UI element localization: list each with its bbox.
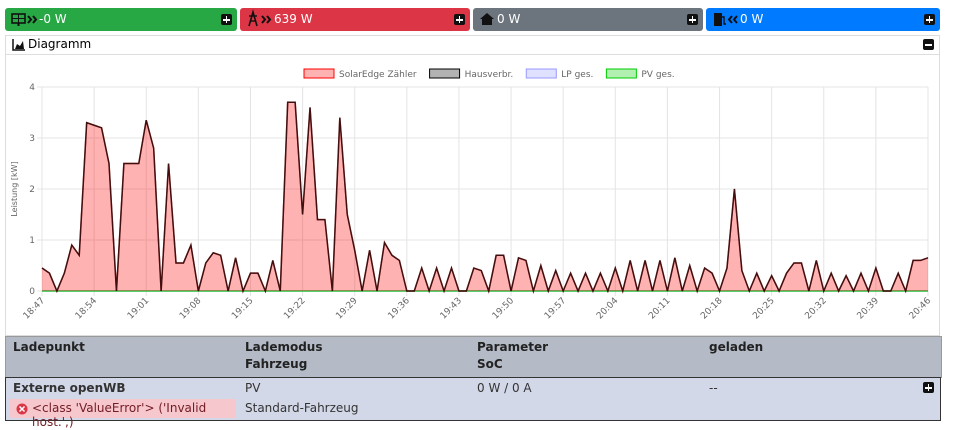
x-tick-label: 19:29: [334, 296, 360, 322]
grid-card[interactable]: -0 W: [5, 8, 237, 31]
error-text: <class 'ValueError'> ('Invalid host.',): [32, 401, 207, 429]
x-tick-label: 20:39: [856, 296, 882, 322]
expand-button[interactable]: [454, 14, 465, 25]
legend-label: LP ges.: [561, 70, 593, 80]
diagram-title: Diagramm: [28, 37, 92, 51]
card-value: -0 W: [39, 12, 67, 26]
row-expand[interactable]: [923, 382, 934, 393]
chart: 0 1 2 3 4 18:47 18:54 19:01 19:08 19:15 19:22 19:29…: [10, 68, 934, 322]
column-header: Fahrzeug: [245, 357, 308, 371]
series-area: [42, 102, 928, 291]
y-tick-label: 4: [29, 83, 35, 93]
x-tick-label: 19:50: [491, 296, 517, 322]
card-value: 0 W: [740, 12, 764, 26]
home-icon: [480, 13, 494, 25]
expand-button[interactable]: [221, 14, 232, 25]
charged: --: [709, 381, 718, 395]
chart-icon: [12, 39, 25, 51]
legend-swatch: [303, 68, 335, 79]
x-tick-label: 20:25: [751, 296, 776, 321]
table-header: [5, 336, 942, 378]
x-tick-label: 19:43: [439, 296, 464, 321]
diagram-header[interactable]: Diagramm: [5, 35, 940, 55]
y-axis-label: Leistung [kW]: [10, 161, 19, 216]
legend-swatch: [525, 68, 557, 79]
y-tick-label: 2: [29, 185, 35, 195]
grid-icon: [11, 13, 38, 26]
charge-icon: [714, 13, 738, 26]
column-header: Ladepunkt: [13, 340, 85, 354]
error-icon: [16, 403, 28, 415]
expand-button[interactable]: [924, 14, 935, 25]
pv-icon: [248, 9, 272, 27]
diagram-panel: [5, 35, 940, 336]
legend-label: SolarEdge Zähler: [339, 70, 417, 80]
legend-label: Hausverbr.: [465, 70, 514, 80]
x-tick-label: 19:22: [282, 296, 307, 321]
home-card[interactable]: 0 W: [473, 8, 703, 31]
collapse-button[interactable]: [923, 39, 934, 50]
legend-swatch: [429, 68, 461, 79]
column-header: Parameter: [477, 340, 549, 354]
x-tick-label: 19:15: [230, 296, 255, 321]
x-tick-label: 19:08: [178, 296, 204, 322]
x-tick-label: 18:54: [74, 296, 100, 322]
legend-swatch: [605, 68, 637, 79]
y-tick-label: 1: [29, 236, 35, 246]
column-header: SoC: [477, 357, 503, 371]
chargepoint-name: Externe openWB: [13, 381, 126, 395]
charge-card[interactable]: 0 W: [706, 8, 940, 31]
x-tick-label: 19:36: [387, 296, 413, 322]
error-badge: <class 'ValueError'> ('Invalid host.',): [10, 399, 236, 429]
y-tick-label: 3: [29, 134, 35, 144]
y-tick-label: 0: [29, 287, 35, 297]
x-tick-label: 20:18: [699, 296, 725, 322]
x-tick-label: 20:11: [647, 296, 672, 321]
x-tick-label: 18:47: [22, 296, 47, 321]
charge-mode: PV: [245, 381, 261, 395]
x-tick-label: 19:01: [126, 296, 151, 321]
house-card[interactable]: 639 W: [240, 8, 470, 31]
series-line: [41, 101, 929, 294]
column-header: geladen: [709, 340, 764, 354]
parameter: 0 W / 0 A: [477, 381, 532, 395]
expand-button[interactable]: [687, 14, 698, 25]
vehicle: Standard-Fahrzeug: [245, 401, 359, 415]
card-value: 639 W: [274, 12, 313, 26]
legend-label: PV ges.: [641, 70, 674, 80]
x-tick-label: 20:46: [908, 296, 934, 322]
x-tick-label: 19:57: [543, 296, 568, 321]
column-header: Lademodus: [245, 340, 323, 354]
x-tick-label: 20:32: [803, 296, 828, 321]
x-tick-label: 20:04: [595, 296, 621, 322]
card-value: 0 W: [497, 12, 521, 26]
